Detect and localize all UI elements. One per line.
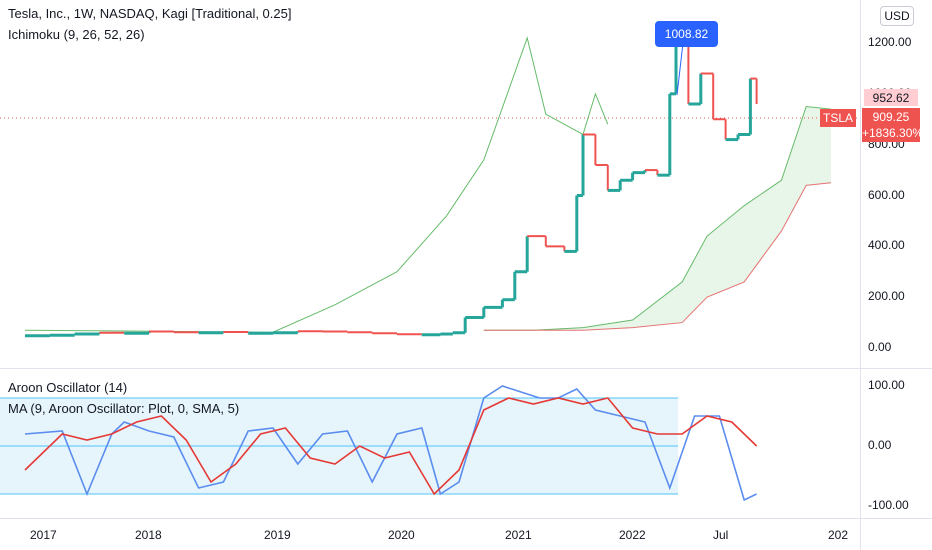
time-tick-label: 202: [828, 528, 849, 542]
last-price-box: 909.25 +1836.30%: [862, 108, 924, 142]
lagging-span: [24, 36, 609, 333]
price-tick-label: 0.00: [868, 340, 892, 354]
currency-button[interactable]: USD: [880, 6, 914, 26]
oscillator-tick-label: -100.00: [868, 498, 909, 512]
ticker-label: TSLA: [820, 109, 856, 127]
price-tick-label: 600.00: [868, 187, 905, 202]
high-callout: 1008.82: [655, 21, 718, 47]
time-tick-label: 2020: [388, 528, 415, 542]
price-tick-label: 1200.00: [868, 35, 912, 49]
aroon-pane: [0, 385, 758, 502]
kagi-series: [25, 42, 758, 338]
price-axis-separator: [860, 0, 861, 550]
aroon-line: [24, 385, 757, 502]
ichimoku-lines: [0, 36, 860, 333]
ma-legend[interactable]: MA (9, Aroon Oscillator: Plot, 0, SMA, 5…: [8, 401, 240, 416]
time-tick-label: Jul: [713, 528, 729, 542]
time-axis-separator: [0, 518, 932, 519]
oscillator-tick-label: 100.00: [868, 378, 905, 392]
time-tick-label: 2022: [619, 528, 646, 542]
aroon-ma-line: [24, 397, 758, 496]
price-tick-label: 400.00: [868, 238, 905, 253]
time-tick-label: 2019: [264, 528, 291, 542]
callout-pointer: [676, 42, 684, 96]
last-price: 909.25: [872, 110, 910, 124]
cloud-fill: [483, 106, 831, 331]
aroon-legend[interactable]: Aroon Oscillator (14): [8, 380, 128, 395]
cloud-span-b: [483, 182, 832, 331]
time-tick-label: 2017: [30, 528, 57, 542]
ichimoku-legend[interactable]: Ichimoku (9, 26, 52, 26): [8, 27, 145, 42]
level-label-952: 952.62: [864, 89, 918, 106]
pane-separator[interactable]: [0, 368, 932, 369]
time-tick-label: 2021: [505, 528, 532, 542]
price-change: +1836.30%: [862, 126, 924, 140]
ichimoku-cloud: [483, 106, 831, 331]
price-tick-label: 200.00: [868, 289, 905, 304]
cloud-span-a: [483, 106, 832, 331]
oscillator-tick-label: 0.00: [868, 438, 892, 452]
chart-title[interactable]: Tesla, Inc., 1W, NASDAQ, Kagi [Tradition…: [8, 6, 292, 21]
time-tick-label: 2018: [135, 528, 162, 542]
